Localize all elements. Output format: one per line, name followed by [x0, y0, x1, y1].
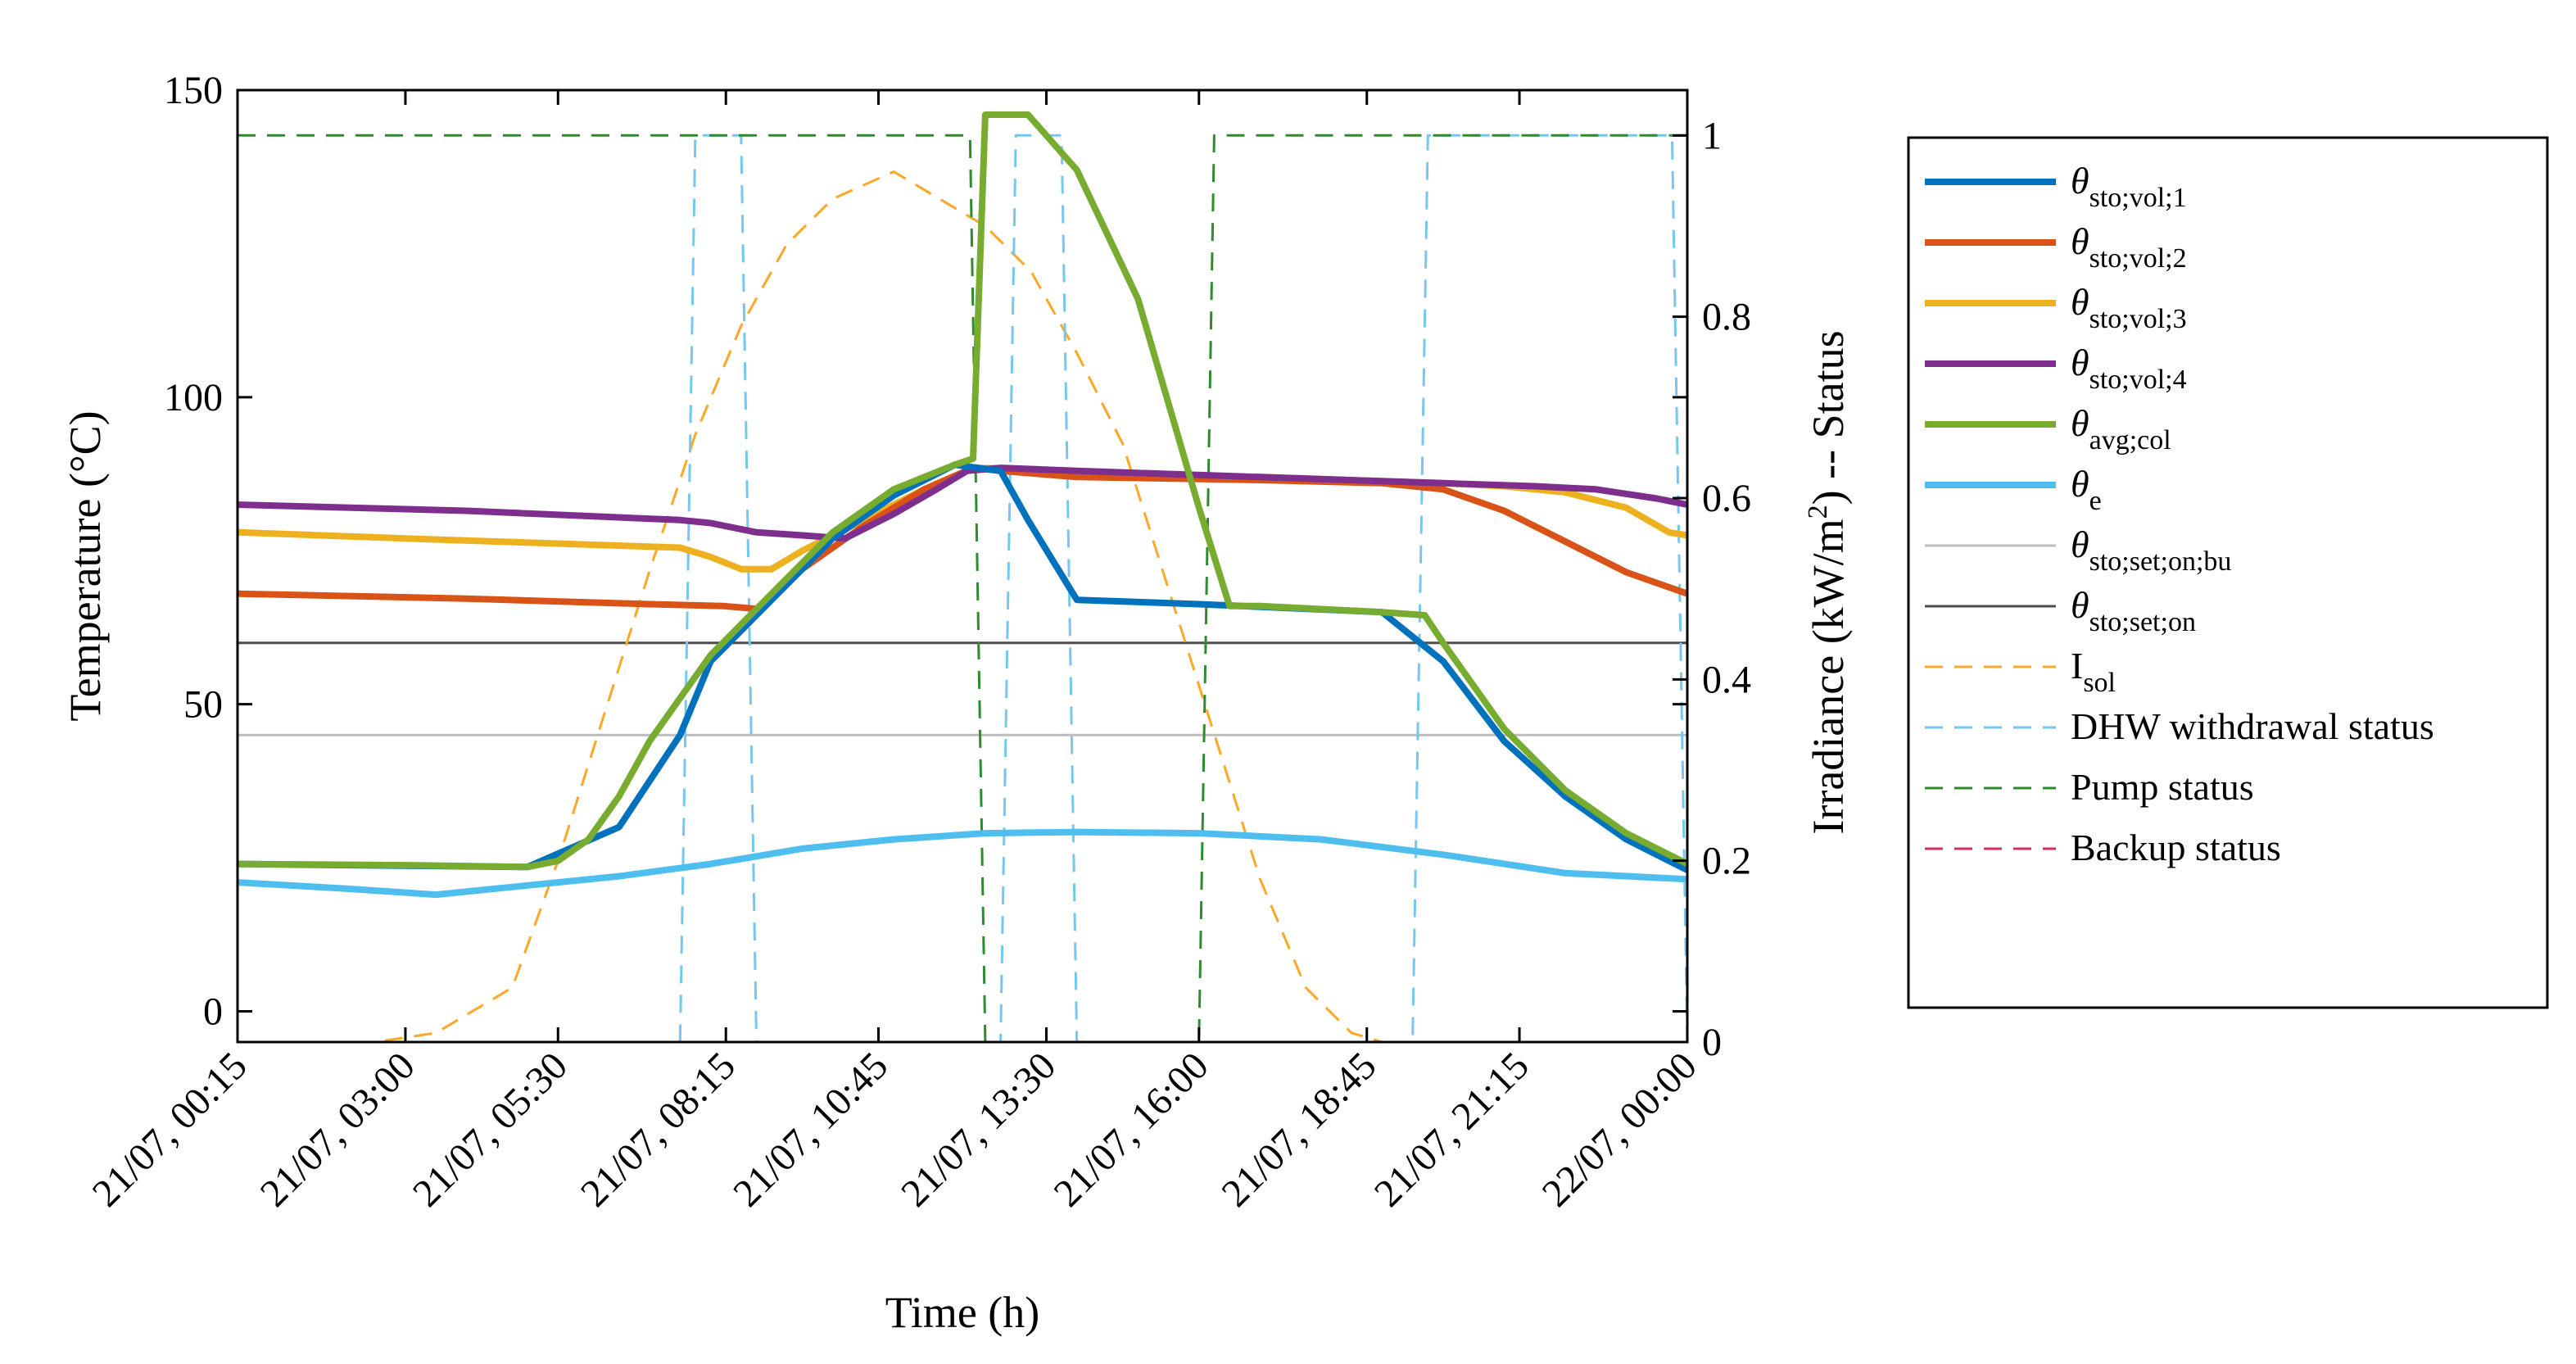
legend-label-subscript: sto;vol;4 [2089, 365, 2187, 395]
legend-label-avg-col: θavg;col [2071, 402, 2171, 455]
series-line-i-sol [238, 170, 1687, 1044]
legend: θsto;vol;1θsto;vol;2θsto;vol;3θsto;vol;4… [1907, 136, 2549, 1009]
legend-label-i-sol: Isol [2071, 645, 2116, 698]
x-tick-label: 21/07, 10:45 [725, 1044, 896, 1215]
series-line-sto-vol-4 [237, 464, 1688, 542]
series-line-dhw-withdrawal-status [238, 134, 1689, 1044]
legend-label-symbol: θ [2071, 402, 2089, 444]
left-tick-label: 100 [164, 376, 223, 419]
plot-lines [237, 111, 1689, 1044]
series-line-pump-status [238, 134, 1687, 1044]
right-tick-label: 0.2 [1702, 840, 1751, 883]
right-y-axis-label: Irradiance (kW/m2) -- Status [1803, 330, 1853, 834]
legend-label-sto-set-on-bu: θsto;set;on;bu [2071, 523, 2231, 577]
x-tick-label: 21/07, 00:15 [84, 1044, 256, 1215]
series-line-sto-vol-1 [237, 461, 1689, 873]
right-y-axis-label-prefix: Irradiance (kW/m [1804, 519, 1853, 834]
legend-label-symbol: θ [2071, 220, 2089, 262]
legend-label-subscript: avg;col [2089, 425, 2171, 455]
left-axis-ticks: 0 50 100 150 [164, 69, 1687, 1034]
right-tick-label: 0.8 [1702, 296, 1751, 339]
x-tick-label: 21/07, 13:30 [893, 1044, 1064, 1215]
x-tick-label: 21/07, 08:15 [573, 1044, 744, 1215]
legend-label-subscript: sto;vol;2 [2089, 243, 2187, 274]
legend-label-sto-vol-1: θsto;vol;1 [2071, 160, 2187, 213]
x-tick-label: 21/07, 16:00 [1045, 1044, 1216, 1215]
legend-label-subscript: sto;set;on;bu [2089, 546, 2232, 577]
legend-label-sto-vol-2: θsto;vol;2 [2071, 220, 2187, 274]
x-tick-label: 21/07, 18:45 [1213, 1044, 1384, 1215]
legend-label-sto-vol-3: θsto;vol;3 [2071, 281, 2187, 334]
legend-label-dhw-withdrawal-status: DHW withdrawal status [2071, 705, 2434, 747]
legend-label-subscript: sol [2083, 668, 2116, 698]
legend-label-symbol: θ [2071, 342, 2089, 383]
legend-label-backup-status: Backup status [2071, 827, 2281, 868]
legend-label-symbol: θ [2071, 584, 2089, 626]
legend-label-symbol: θ [2071, 463, 2089, 505]
legend-label-symbol: θ [2071, 160, 2089, 202]
legend-box [1907, 136, 2549, 1009]
plot-frame [236, 88, 1689, 1044]
right-tick-label: 1 [1702, 114, 1722, 157]
series-line-e [237, 828, 1688, 899]
legend-label-sto-vol-4: θsto;vol;4 [2071, 342, 2187, 395]
legend-label-pump-status: Pump status [2071, 766, 2254, 808]
left-tick-label: 150 [164, 69, 223, 112]
x-tick-label: 21/07, 03:00 [252, 1044, 423, 1215]
right-tick-label: 0 [1702, 1021, 1722, 1064]
x-tick-label: 22/07, 00:00 [1534, 1044, 1705, 1215]
legend-label-subscript: sto;vol;1 [2089, 183, 2187, 213]
left-y-axis-label: Temperature (°C) [61, 410, 110, 721]
x-tick-label: 21/07, 21:15 [1366, 1044, 1537, 1215]
legend-label-subscript: sto;vol;3 [2089, 304, 2187, 334]
right-tick-label: 0.4 [1702, 658, 1751, 701]
x-tick-label: 21/07, 05:30 [405, 1044, 576, 1215]
right-tick-label: 0.6 [1702, 477, 1751, 520]
legend-label-symbol: I [2071, 645, 2083, 687]
left-tick-label: 0 [203, 990, 223, 1034]
right-y-axis-label-sup: 2 [1803, 505, 1833, 519]
legend-label-symbol: θ [2071, 281, 2089, 323]
legend-label-subscript: e [2089, 486, 2102, 516]
legend-label-e: θe [2071, 463, 2102, 516]
legend-label-subscript: sto;set;on [2089, 607, 2196, 637]
x-axis-label: Time (h) [885, 1288, 1040, 1337]
legend-label-sto-set-on: θsto;set;on [2071, 584, 2196, 637]
left-tick-label: 50 [183, 683, 223, 727]
legend-label-symbol: θ [2071, 523, 2089, 565]
series-line-avg-col [237, 111, 1689, 871]
right-y-axis-label-suffix: ) -- Status [1804, 330, 1853, 505]
right-axis-ticks: 0 0.2 0.4 0.6 0.8 1 [1673, 114, 1751, 1064]
